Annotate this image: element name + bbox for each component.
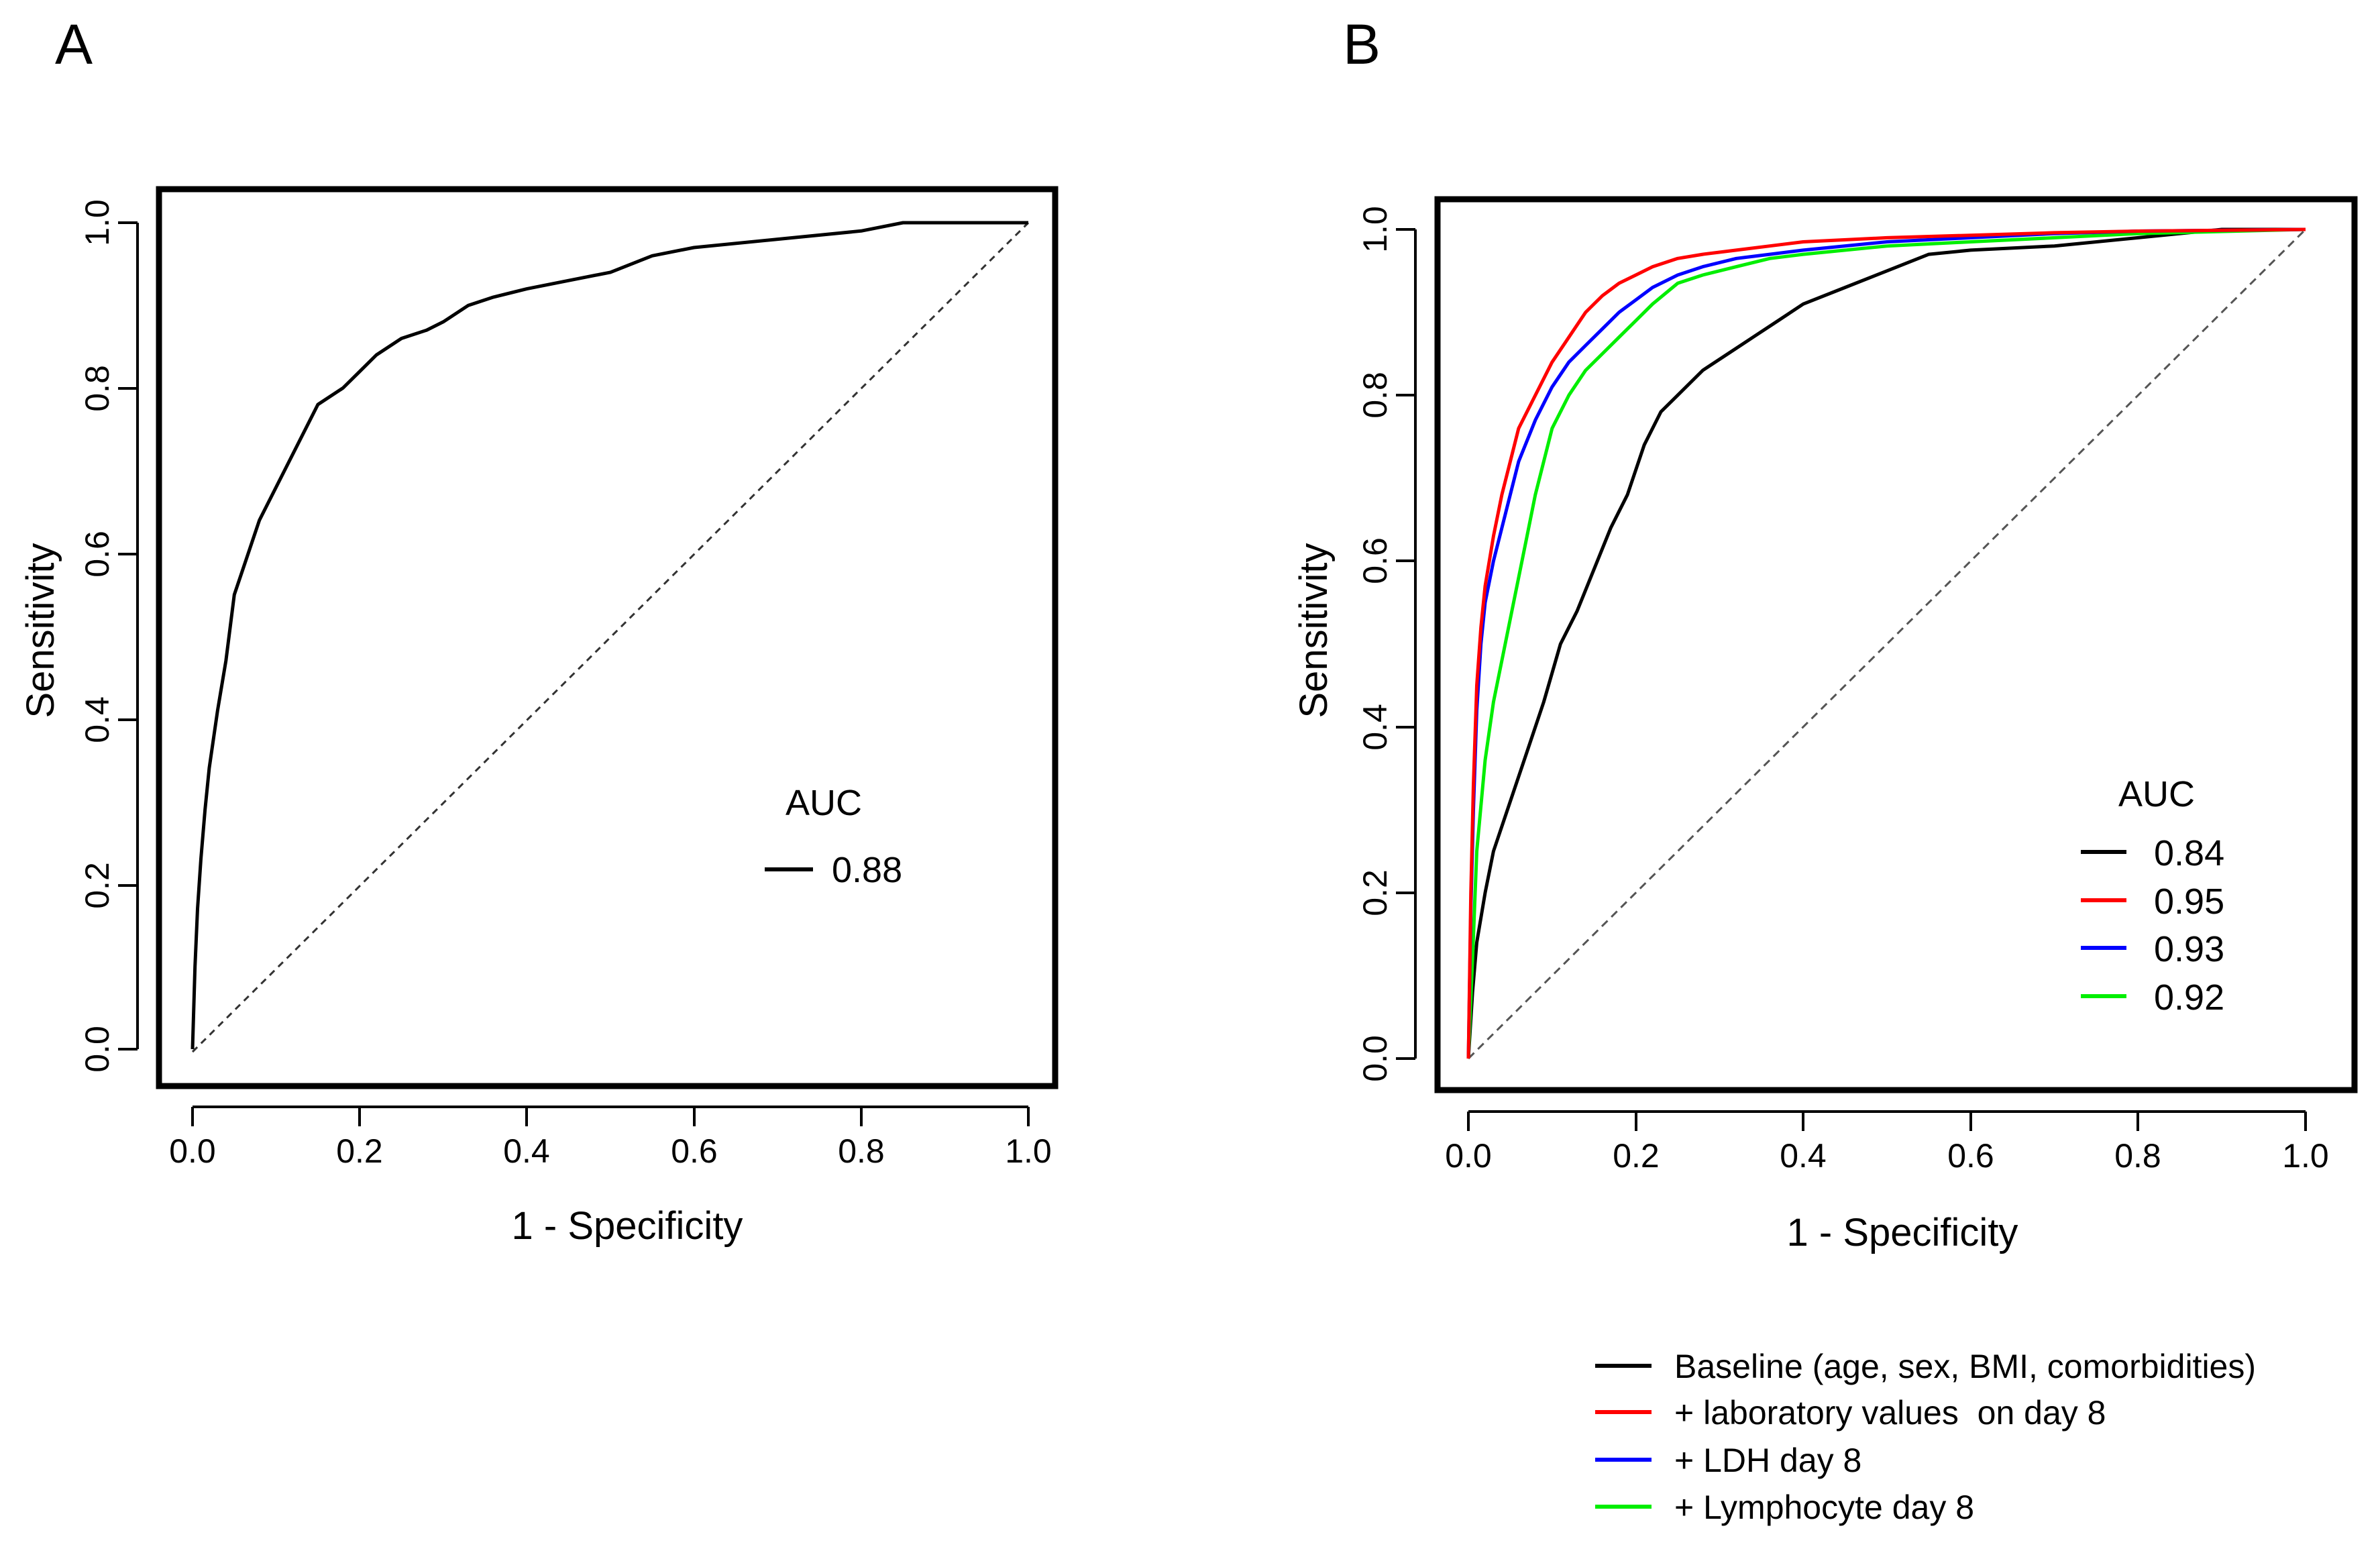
panel-b-x-tick-label: 0.6: [1947, 1137, 1994, 1175]
model-legend-label-ldh: + LDH day 8: [1674, 1442, 1861, 1479]
panel-b-auc-legend: AUC 0.84 0.95 0.93 0.92: [2081, 774, 2224, 1018]
panel-a-y-axis-label: Sensitivity: [19, 543, 62, 718]
panel-b-curve-ldh: [1466, 227, 2306, 1059]
model-legend-label-lymphocyte: + Lymphocyte day 8: [1674, 1489, 1974, 1526]
panel-a-y-tick-label: 0.8: [78, 365, 116, 412]
panel-b-y-axis-label: Sensitivity: [1292, 543, 1336, 718]
panel-b-y-tick-label: 0.2: [1356, 869, 1394, 916]
model-legend-label-baseline: Baseline (age, sex, BMI, comorbidities): [1674, 1348, 2256, 1385]
panel-a-plot-frame: [156, 186, 1059, 1089]
panel-b-curve-baseline: [1466, 227, 2306, 1059]
panel-b-y-tick-label: 1.0: [1356, 206, 1394, 253]
panel-a-y-tick-label: 0.0: [78, 1026, 116, 1073]
panel-b-legend-title: AUC: [2118, 774, 2195, 814]
panel-b-legend-auc-laboratory: 0.95: [2154, 881, 2224, 922]
panel-b-model-legend: Baseline (age, sex, BMI, comorbidities) …: [1595, 1348, 2256, 1526]
panel-a-y-tick-label: 0.2: [78, 862, 116, 909]
panel-b: B 0.0 0.2 0.4 0.6 0.8 1.0: [1292, 13, 2358, 1526]
panel-a-legend-title: AUC: [786, 783, 862, 823]
panel-a-legend: AUC 0.88: [765, 783, 902, 890]
panel-b-x-tick-label: 1.0: [2282, 1137, 2329, 1175]
panel-b-y-tick-label: 0.8: [1356, 372, 1394, 419]
panel-b-x-axis-label: 1 - Specificity: [1787, 1211, 2018, 1254]
panel-a-y-tick-label: 0.6: [78, 531, 116, 578]
panel-b-y-tick-label: 0.6: [1356, 537, 1394, 584]
panel-b-legend-auc-lymphocyte: 0.92: [2154, 977, 2224, 1018]
panel-a-x-tick-label: 0.4: [503, 1132, 550, 1170]
panel-b-x-axis: [1467, 1110, 2307, 1131]
panel-b-y-tick-label: 0.4: [1356, 704, 1394, 751]
panel-b-plot-frame: [1434, 196, 2358, 1093]
panel-b-legend-auc-ldh: 0.93: [2154, 929, 2224, 969]
panel-b-y-axis: [1396, 228, 1417, 1060]
panel-a-y-tick-label: 0.4: [78, 696, 116, 743]
panel-b-legend-auc-baseline: 0.84: [2154, 833, 2224, 873]
panel-a-x-tick-label: 0.0: [169, 1132, 216, 1170]
panel-a-x-tick-label: 0.8: [838, 1132, 885, 1170]
panel-b-x-tick-label: 0.2: [1613, 1137, 1660, 1175]
panel-b-letter: B: [1343, 13, 1381, 76]
panel-a-roc-curve: [191, 221, 1028, 1050]
panel-b-x-tick-label: 0.8: [2114, 1137, 2161, 1175]
model-legend-label-laboratory: + laboratory values on day 8: [1674, 1394, 2106, 1432]
panel-a-legend-auc: 0.88: [832, 850, 902, 890]
panel-a-x-tick-label: 1.0: [1005, 1132, 1052, 1170]
panel-a: A 0.0 0.2 0.4 0.6 0.8 1.0: [19, 13, 1059, 1248]
panel-a-letter: A: [55, 13, 93, 76]
panel-a-y-axis: [118, 221, 139, 1051]
panel-b-x-tick-label: 0.0: [1445, 1137, 1492, 1175]
panel-b-curve-laboratory: [1466, 227, 2306, 1059]
panel-a-x-axis: [191, 1106, 1030, 1126]
panel-b-reference-diagonal: [1467, 228, 2307, 1060]
panel-b-y-tick-label: 0.0: [1356, 1035, 1394, 1082]
panel-b-curve-lymphocyte: [1466, 227, 2306, 1059]
panel-b-x-tick-label: 0.4: [1780, 1137, 1827, 1175]
panel-a-reference-diagonal: [191, 221, 1030, 1053]
panel-a-x-tick-label: 0.6: [671, 1132, 718, 1170]
panel-a-x-tick-label: 0.2: [336, 1132, 383, 1170]
panel-a-y-tick-label: 1.0: [78, 199, 116, 246]
panel-a-x-axis-label: 1 - Specificity: [512, 1204, 743, 1248]
